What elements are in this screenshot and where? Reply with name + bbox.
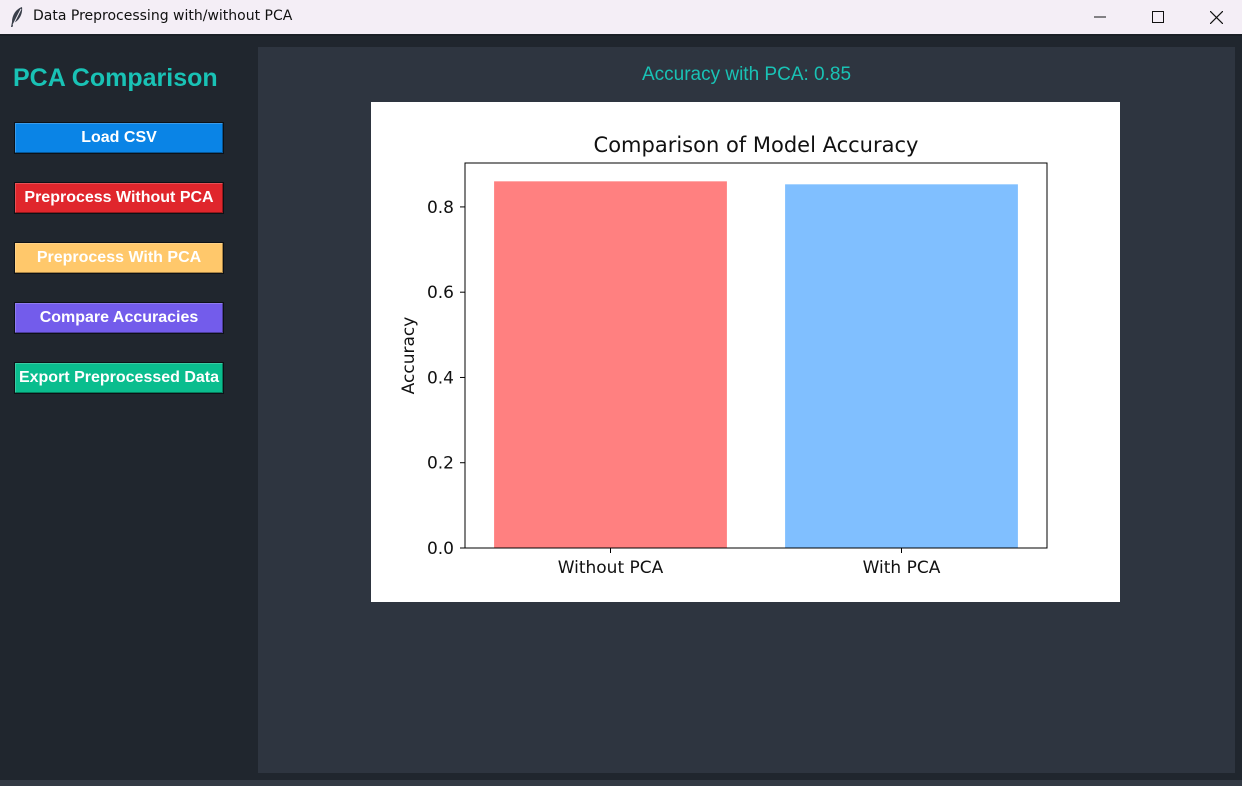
- y-tick-label: 0.8: [427, 198, 454, 218]
- maximize-icon: [1152, 11, 1164, 23]
- window-bottom-edge: [0, 780, 1242, 786]
- close-button[interactable]: [1187, 0, 1242, 34]
- load-csv-button[interactable]: Load CSV: [14, 122, 224, 154]
- sidebar: PCA Comparison Load CSV Preprocess Witho…: [0, 36, 258, 786]
- minimize-icon: [1094, 16, 1106, 18]
- preprocess-with-pca-button[interactable]: Preprocess With PCA: [14, 242, 224, 274]
- y-tick-label: 0.2: [427, 454, 454, 474]
- y-axis-label: Accuracy: [399, 317, 419, 395]
- chart-canvas: Without PCA With PCA 0.0 0.2 0.4 0.6 0.8 Compar…: [371, 102, 1120, 602]
- y-tick-label: 0.6: [427, 283, 454, 303]
- maximize-button[interactable]: [1129, 0, 1187, 34]
- title-bar: Data Preprocessing with/without PCA: [0, 0, 1242, 34]
- preprocess-without-pca-button[interactable]: Preprocess Without PCA: [14, 182, 224, 214]
- x-tick-label: With PCA: [863, 558, 941, 578]
- bar-with-pca: [785, 184, 1018, 548]
- compare-accuracies-button[interactable]: Compare Accuracies: [14, 302, 224, 334]
- close-icon: [1209, 10, 1223, 24]
- accuracy-bar-chart: Without PCA With PCA 0.0 0.2 0.4 0.6 0.8 Compar…: [399, 133, 1048, 578]
- plot-frame: [464, 162, 1048, 549]
- export-preprocessed-data-button[interactable]: Export Preprocessed Data: [14, 362, 224, 394]
- bar-without-pca: [494, 181, 727, 548]
- window-title: Data Preprocessing with/without PCA: [33, 8, 293, 24]
- title-divider: [0, 34, 1242, 36]
- accuracy-status-text: Accuracy with PCA: 0.85: [641, 64, 852, 85]
- chart-title: Comparison of Model Accuracy: [594, 133, 919, 157]
- minimize-button[interactable]: [1071, 0, 1129, 34]
- main-panel: Accuracy with PCA: 0.85 Without PCA With …: [258, 47, 1235, 773]
- feather-icon: [8, 6, 26, 28]
- sidebar-title: PCA Comparison: [13, 64, 218, 92]
- x-tick-label: Without PCA: [558, 558, 664, 578]
- y-tick-label: 0.0: [427, 539, 454, 559]
- y-tick-label: 0.4: [427, 368, 454, 388]
